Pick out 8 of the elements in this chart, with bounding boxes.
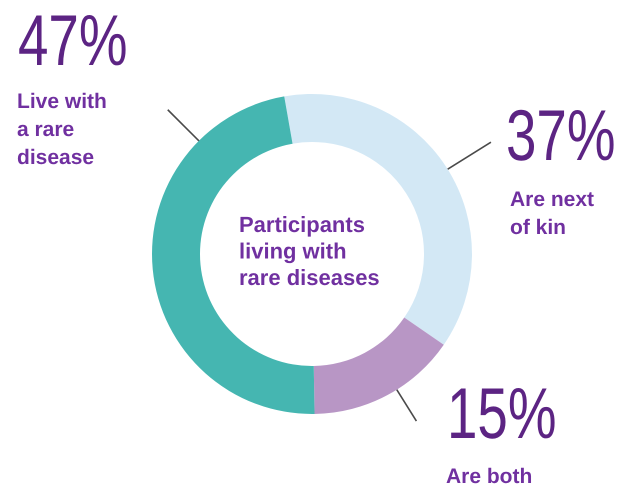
data-label: 37%	[506, 94, 616, 176]
slice-label: Live with a rare disease	[17, 90, 107, 169]
slice-label: Are both	[446, 465, 532, 488]
data-label: 15%	[447, 372, 557, 454]
text: Participants living with rare diseases	[239, 212, 380, 290]
slice-label: Are next of kin	[510, 188, 594, 239]
donut-slice	[314, 318, 444, 414]
data-label: 47%	[18, 0, 128, 81]
